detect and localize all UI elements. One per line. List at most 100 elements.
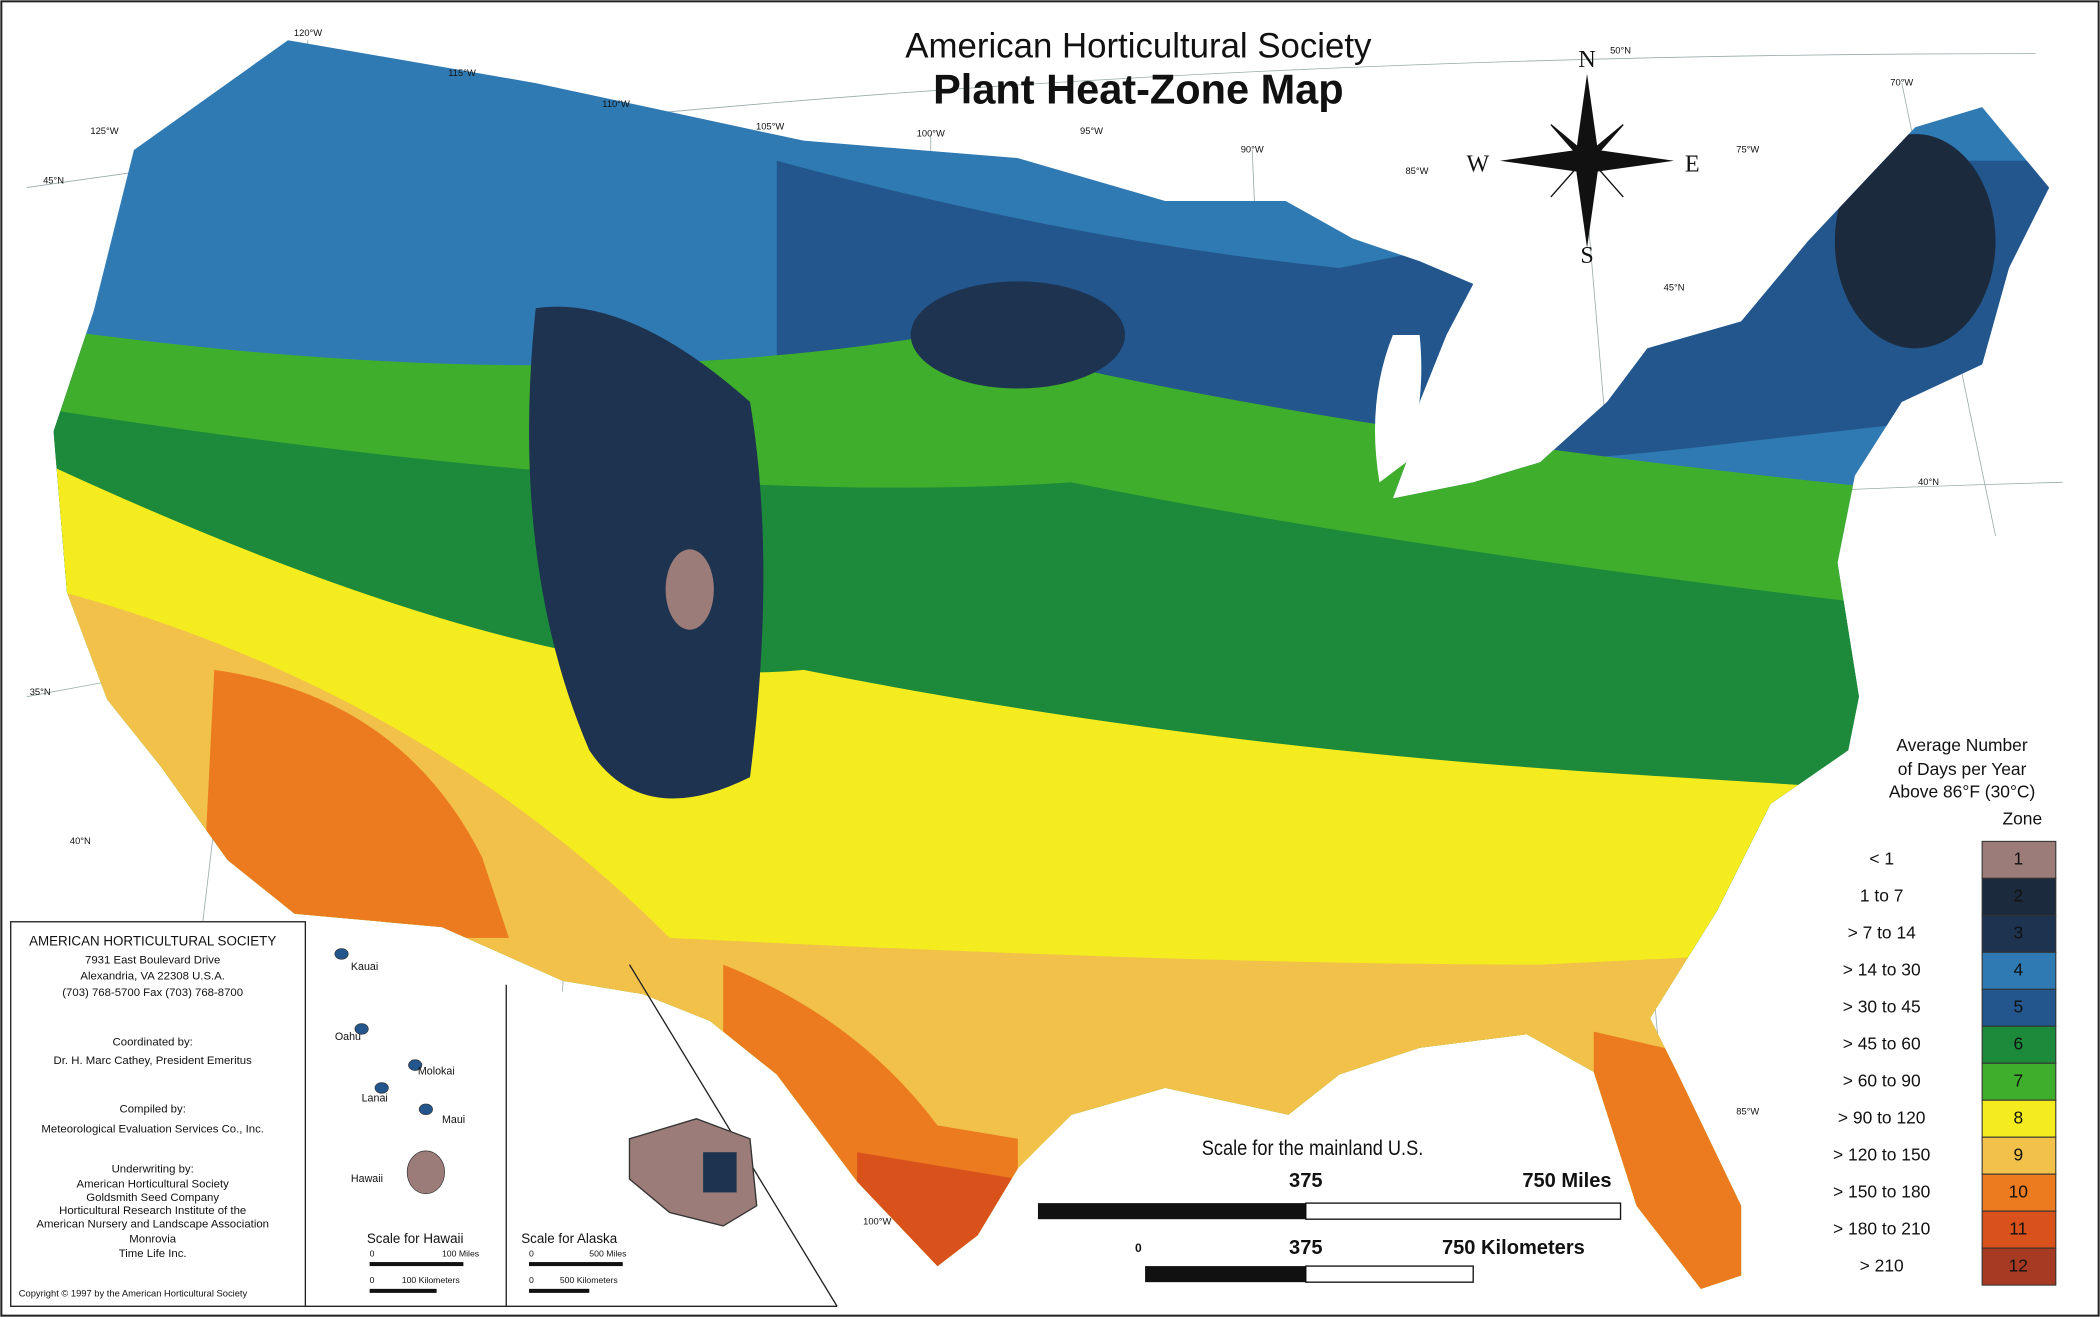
miles-label: 750 Miles (1522, 1170, 1611, 1192)
island-label: Molokai (418, 1066, 455, 1078)
legend-range: > 7 to 14 (1848, 923, 1917, 943)
hawaii-scale-label: 100 Miles (442, 1248, 480, 1258)
legend-heading: of Days per Year (1898, 759, 2027, 779)
legend-swatch (1981, 914, 2057, 953)
island (374, 1082, 389, 1094)
graticule-label: 85°W (1736, 1106, 1759, 1116)
legend-zone: 2 (2013, 886, 2023, 906)
graticule-label: 90°W (1241, 145, 1264, 155)
legend-heading: Average Number (1896, 735, 2027, 755)
info-line: Horticultural Research Institute of the (59, 1205, 246, 1217)
info-line: AMERICAN HORTICULTURAL SOCIETY (29, 933, 276, 948)
info-line: Goldsmith Seed Company (86, 1192, 219, 1204)
legend-range: > 120 to 150 (1833, 1145, 1930, 1165)
compass-north: N (1578, 47, 1595, 73)
legend-zone: 10 (2009, 1182, 2028, 1202)
info-line: (703) 768-5700 Fax (703) 768-8700 (62, 987, 243, 999)
legend-zone: 6 (2013, 1034, 2023, 1054)
map-title: American Horticultural Society (905, 26, 1372, 65)
graticule-label: 40°N (1918, 477, 1939, 487)
legend-heading: Above 86°F (30°C) (1889, 782, 2035, 802)
legend-swatch (1981, 840, 2057, 879)
graticule-label: 35°N (30, 687, 51, 697)
legend-zone: 4 (2013, 960, 2023, 980)
info-line: American Nursery and Landscape Associati… (36, 1219, 269, 1231)
miles-label: 375 (1289, 1170, 1322, 1192)
legend-range: 1 to 7 (1860, 886, 1904, 906)
inset-scale-bars (369, 1262, 623, 1293)
compass-south: S (1580, 243, 1593, 269)
legend-zone-label: Zone (2002, 809, 2042, 829)
island (418, 1103, 433, 1116)
graticule-label: 40°N (70, 836, 91, 846)
graticule-label: 100°W (863, 1216, 891, 1226)
graticule-label: 115°W (448, 68, 476, 78)
island (408, 1059, 423, 1071)
legend-swatch (1981, 951, 2057, 990)
legend-range: > 210 (1860, 1255, 1904, 1275)
compass-west: W (1467, 152, 1490, 178)
legend-range: > 150 to 180 (1833, 1182, 1930, 1202)
alaska-scale-label: 500 Kilometers (560, 1275, 619, 1285)
info-line: Coordinated by: (113, 1036, 193, 1048)
graticule-label: 110°W (602, 99, 630, 109)
km-label: 375 (1289, 1237, 1322, 1259)
legend-range: > 60 to 90 (1843, 1071, 1921, 1091)
island-label: Maui (442, 1114, 465, 1126)
island (406, 1150, 445, 1195)
island-label: Hawaii (351, 1173, 383, 1185)
graticule-label: 120°W (294, 28, 322, 38)
graticule-label: 125°W (90, 126, 118, 136)
legend-range: < 1 (1869, 849, 1894, 869)
graticule-label: 70°W (1890, 78, 1913, 88)
legend-swatch (1981, 1025, 2057, 1064)
legend-swatch (1981, 1173, 2057, 1212)
legend-swatch (1981, 1099, 2057, 1138)
info-line: Time Life Inc. (119, 1248, 187, 1260)
legend-zone: 12 (2009, 1255, 2028, 1275)
island (354, 1023, 369, 1035)
info-line: 7931 East Boulevard Drive (85, 955, 220, 967)
legend-swatch (1981, 877, 2057, 916)
legend-zone: 9 (2013, 1145, 2023, 1165)
legend-range: > 180 to 210 (1833, 1219, 1930, 1239)
hawaii-scale-label: 0 (370, 1248, 375, 1258)
legend-range: > 45 to 60 (1843, 1034, 1921, 1054)
info-line: Underwriting by: (112, 1164, 194, 1176)
info-line: Meteorological Evaluation Services Co., … (41, 1123, 264, 1135)
legend-swatch (1981, 1136, 2057, 1175)
copyright: Copyright © 1997 by the American Horticu… (19, 1289, 248, 1299)
alaska-scale-label: 0 (529, 1248, 534, 1258)
hawaii-scale-title: Scale for Hawaii (367, 1231, 464, 1246)
graticule-label: 100°W (917, 128, 945, 138)
graticule-label: 45°N (43, 175, 64, 185)
alaska-zone (703, 1152, 737, 1193)
legend-range: > 14 to 30 (1843, 960, 1921, 980)
legend-zone: 1 (2013, 849, 2023, 869)
legend-zone: 3 (2013, 923, 2023, 943)
info-line: Compiled by: (119, 1103, 185, 1115)
island-label: Kauai (351, 961, 378, 973)
map-subtitle: Plant Heat-Zone Map (933, 65, 1344, 112)
hawaii-scale-label: 100 Kilometers (402, 1275, 461, 1285)
island-label: Lanai (362, 1092, 388, 1104)
info-line: Dr. H. Marc Cathey, President Emeritus (54, 1055, 253, 1067)
mainland-scale-title: Scale for the mainland U.S. (1202, 1137, 1424, 1161)
alaska-scale-title: Scale for Alaska (521, 1231, 617, 1246)
legend-range: > 30 to 45 (1843, 997, 1921, 1017)
info-line: Monrovia (129, 1233, 176, 1245)
graticule-label: 105°W (756, 122, 784, 132)
legend-zone: 11 (2009, 1219, 2027, 1239)
km-label: 750 Kilometers (1442, 1237, 1585, 1259)
legend-zone: 5 (2013, 997, 2023, 1017)
graticule-label: 75°W (1736, 145, 1759, 155)
graticule-label: 95°W (1080, 126, 1103, 136)
info-box (10, 921, 838, 1307)
info-line: Alexandria, VA 22308 U.S.A. (80, 971, 225, 983)
legend-range: > 90 to 120 (1838, 1108, 1926, 1128)
legend-zone: 7 (2013, 1071, 2023, 1091)
legend-zone: 8 (2013, 1108, 2023, 1128)
km-label: 0 (1135, 1241, 1142, 1255)
alaska-shape (628, 1118, 758, 1227)
